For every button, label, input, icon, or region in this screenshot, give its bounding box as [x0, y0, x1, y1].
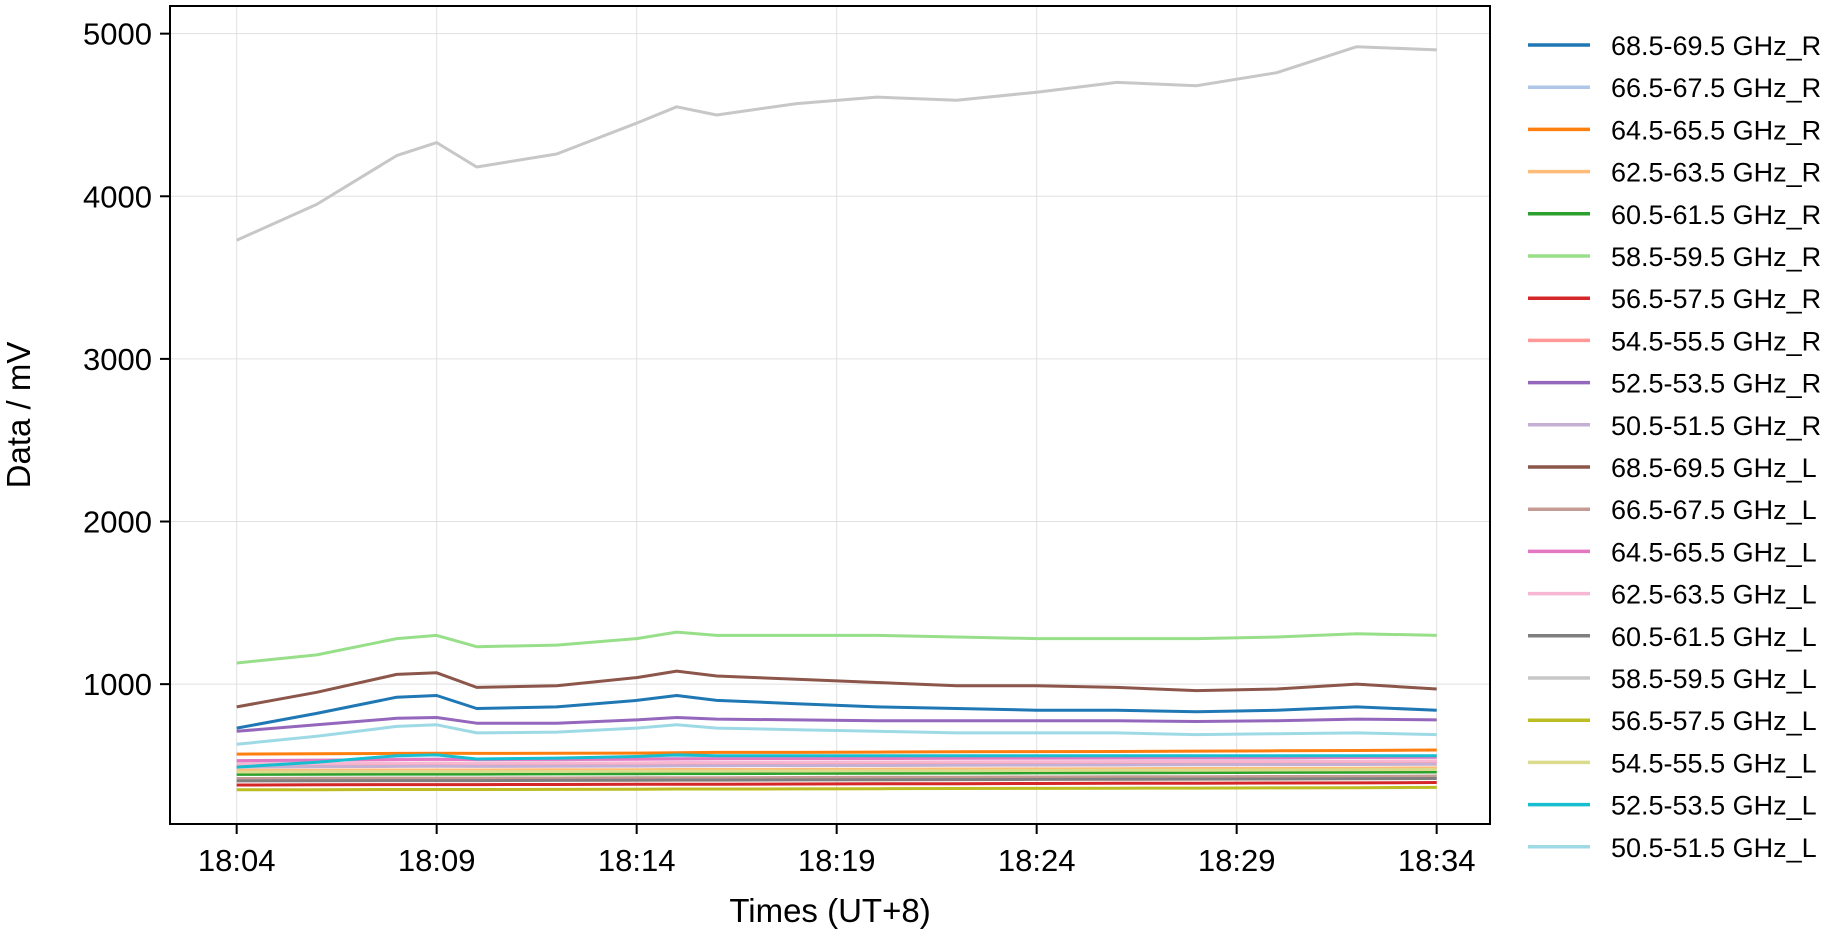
legend-label: 54.5-55.5 GHz_R [1611, 326, 1821, 356]
y-tick-label: 5000 [83, 17, 152, 52]
legend-label: 50.5-51.5 GHz_L [1611, 833, 1817, 863]
legend-label: 50.5-51.5 GHz_R [1611, 411, 1821, 441]
legend-label: 68.5-69.5 GHz_L [1611, 453, 1817, 483]
legend-label: 68.5-69.5 GHz_R [1611, 31, 1821, 61]
series-line-15 [236, 45, 1437, 242]
legend-label: 60.5-61.5 GHz_L [1611, 622, 1817, 652]
series-line-13 [236, 759, 1437, 766]
plot-frame [169, 5, 1491, 825]
series-line-4 [236, 770, 1437, 776]
series-line-16 [236, 785, 1437, 792]
series-line-14 [236, 777, 1437, 783]
series-line-11 [236, 774, 1437, 780]
legend-label: 52.5-53.5 GHz_R [1611, 369, 1821, 399]
series-line-3 [236, 766, 1437, 772]
x-tick-label: 18:34 [1398, 843, 1476, 878]
x-tick-label: 18:04 [198, 843, 276, 878]
legend-label: 58.5-59.5 GHz_L [1611, 664, 1817, 694]
legend-label: 56.5-57.5 GHz_L [1611, 706, 1817, 736]
series-line-9 [236, 762, 1437, 769]
legend-label: 64.5-65.5 GHz_L [1611, 537, 1817, 567]
series-line-8 [236, 716, 1437, 733]
y-tick-label: 1000 [83, 667, 152, 702]
x-tick-label: 18:14 [598, 843, 676, 878]
series-lines [236, 45, 1437, 792]
x-tick-label: 18:24 [998, 843, 1076, 878]
x-tick-label: 18:19 [798, 843, 876, 878]
series-line-12 [236, 755, 1437, 763]
series-line-10 [236, 669, 1437, 709]
legend-label: 62.5-63.5 GHz_L [1611, 580, 1817, 610]
legend-label: 52.5-53.5 GHz_L [1611, 791, 1817, 821]
y-tick-label: 3000 [83, 342, 152, 377]
y-tick-label: 4000 [83, 179, 152, 214]
x-axis-title: Times (UT+8) [729, 892, 930, 929]
legend-label: 64.5-65.5 GHz_R [1611, 115, 1821, 145]
series-line-19 [236, 723, 1437, 746]
legend-label: 60.5-61.5 GHz_R [1611, 200, 1821, 230]
y-axis: 1000 2000 3000 4000 5000 [83, 17, 170, 702]
legend-label: 66.5-67.5 GHz_R [1611, 73, 1821, 103]
y-axis-title: Data / mV [0, 342, 37, 489]
legend-label: 62.5-63.5 GHz_R [1611, 158, 1821, 188]
grid-lines [170, 6, 1490, 824]
legend-label: 54.5-55.5 GHz_L [1611, 748, 1817, 778]
series-line-2 [236, 748, 1437, 756]
legend: 68.5-69.5 GHz_R 66.5-67.5 GHz_R 64.5-65.5 … [1528, 31, 1821, 863]
x-tick-label: 18:29 [1198, 843, 1276, 878]
legend-label: 58.5-59.5 GHz_R [1611, 242, 1821, 272]
x-tick-label: 18:09 [398, 843, 476, 878]
y-tick-label: 2000 [83, 505, 152, 540]
series-line-17 [236, 768, 1437, 774]
legend-label: 66.5-67.5 GHz_L [1611, 495, 1817, 525]
series-line-0 [236, 694, 1437, 730]
series-line-18 [236, 753, 1437, 769]
series-line-5 [236, 630, 1437, 665]
x-axis: 18:04 18:09 18:14 18:19 18:24 18:29 18:34 [198, 824, 1476, 878]
series-line-6 [236, 781, 1437, 787]
legend-label: 56.5-57.5 GHz_R [1611, 284, 1821, 314]
